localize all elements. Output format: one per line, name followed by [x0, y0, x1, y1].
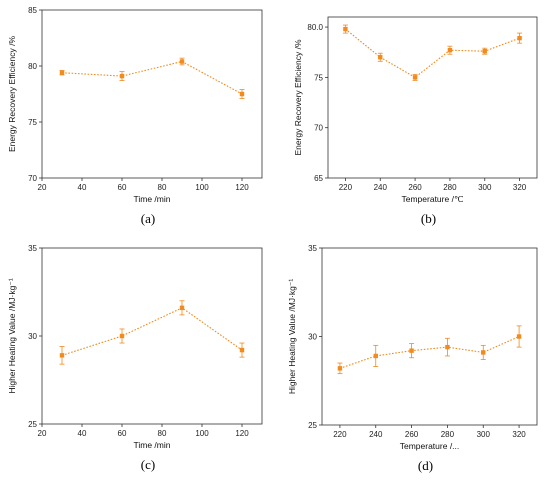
x-tick-label: 240 [374, 183, 388, 192]
chart-a-svg: 20 40 60 80 100 120 70 75 80 85 Time /min Energy Re… [7, 6, 263, 226]
y-tick-label: 70 [28, 174, 37, 183]
x-tick-label: 300 [478, 183, 492, 192]
series-line [345, 28, 520, 79]
x-tick-label: 220 [339, 183, 353, 192]
x-tick-label: 320 [512, 430, 526, 439]
panel-caption: (d) [418, 458, 433, 473]
y-tick-label: 30 [28, 332, 37, 341]
y-tick-label: 30 [308, 333, 317, 342]
series-line [61, 307, 243, 356]
data-point-marker [59, 70, 65, 75]
chart-d-svg: 220 240 260 280 300 320 25 30 35 Temperature /...… [287, 244, 538, 473]
x-tick-label: 260 [408, 183, 422, 192]
y-tick-label: 80 [28, 62, 37, 71]
y-tick-label: 25 [28, 420, 37, 429]
y-axis-title: Higher Heating Value /MJ·kg⁻¹ [287, 279, 297, 395]
x-tick-label: 220 [333, 430, 347, 439]
data-point-marker [378, 55, 383, 60]
plot-frame [327, 16, 538, 179]
chart-c-svg: 20 40 60 80 100 120 25 30 35 Time /min Higher Heat… [7, 244, 263, 472]
x-tick-label: 40 [78, 429, 87, 438]
data-point-marker [447, 48, 453, 53]
data-point-marker [179, 59, 185, 64]
data-point-marker [373, 353, 378, 359]
x-tick-label: 40 [78, 183, 87, 192]
x-tick-label: 60 [118, 429, 127, 438]
x-axis-title: Time /min [134, 440, 171, 450]
chart-panel-d: 220 240 260 280 300 320 25 30 35 Temperature /...… [275, 240, 550, 481]
chart-panel-c: 20 40 60 80 100 120 25 30 35 Time /min Higher Heat… [0, 240, 275, 481]
x-tick-label: 100 [195, 429, 209, 438]
panel-caption: (c) [141, 457, 155, 472]
y-axis-title: Energy Recovery Efficiency /% [293, 39, 303, 155]
x-tick-label: 20 [38, 183, 47, 192]
chart-panel-b: 220 240 260 280 300 320 65 70 75 80.0 Temperature … [275, 0, 550, 240]
y-tick-label: 70 [314, 124, 323, 133]
data-point-marker [412, 75, 418, 80]
data-point-marker [517, 35, 522, 41]
x-axis-title: Temperature /... [400, 441, 460, 451]
y-axis-title: Higher Heating Value /MJ·kg⁻¹ [7, 278, 17, 394]
panel-caption: (b) [421, 211, 436, 226]
data-point-marker [119, 73, 125, 79]
data-point-marker [119, 333, 125, 339]
y-tick-label: 35 [308, 244, 317, 253]
y-tick-label: 75 [314, 73, 323, 82]
data-point-marker [239, 91, 245, 97]
chart-panel-a: 20 40 60 80 100 120 70 75 80 85 Time /min Energy Re… [0, 0, 275, 240]
x-tick-label: 80 [158, 183, 167, 192]
y-tick-label: 35 [28, 244, 37, 253]
y-tick-label: 65 [314, 174, 323, 183]
x-tick-label: 260 [405, 430, 419, 439]
y-axis-title: Energy Recovery Efficiency /% [7, 36, 17, 152]
x-tick-label: 300 [477, 430, 491, 439]
chart-b-svg: 220 240 260 280 300 320 65 70 75 80.0 Temperature … [293, 16, 538, 226]
y-tick-label: 25 [308, 421, 317, 430]
x-tick-label: 240 [369, 430, 383, 439]
plot-frame [41, 9, 263, 179]
x-tick-label: 120 [235, 429, 249, 438]
x-axis-title: Time /min [134, 194, 171, 204]
x-tick-label: 120 [235, 183, 249, 192]
data-point-marker [481, 350, 486, 355]
y-tick-label: 85 [28, 6, 37, 15]
plot-frame [321, 247, 538, 426]
x-axis-title: Temperature /℃ [402, 194, 464, 204]
x-tick-label: 60 [118, 183, 127, 192]
plot-frame [41, 247, 263, 425]
x-tick-label: 20 [38, 429, 47, 438]
x-tick-label: 80 [158, 429, 167, 438]
data-point-marker [239, 347, 245, 353]
y-tick-label: 75 [28, 118, 37, 127]
y-tick-label: 80.0 [307, 23, 323, 32]
data-point-marker [409, 348, 414, 353]
data-point-marker [337, 366, 343, 371]
series-line [61, 60, 243, 95]
data-point-marker [482, 49, 487, 54]
data-point-marker [343, 26, 348, 32]
data-point-marker [445, 344, 450, 350]
panel-caption: (a) [141, 211, 155, 226]
x-tick-label: 320 [513, 183, 527, 192]
data-point-marker [516, 334, 522, 339]
data-point-marker [59, 353, 65, 358]
series-line [339, 335, 520, 369]
x-tick-label: 280 [441, 430, 455, 439]
x-tick-label: 100 [195, 183, 209, 192]
data-point-marker [179, 305, 185, 311]
x-tick-label: 280 [443, 183, 457, 192]
